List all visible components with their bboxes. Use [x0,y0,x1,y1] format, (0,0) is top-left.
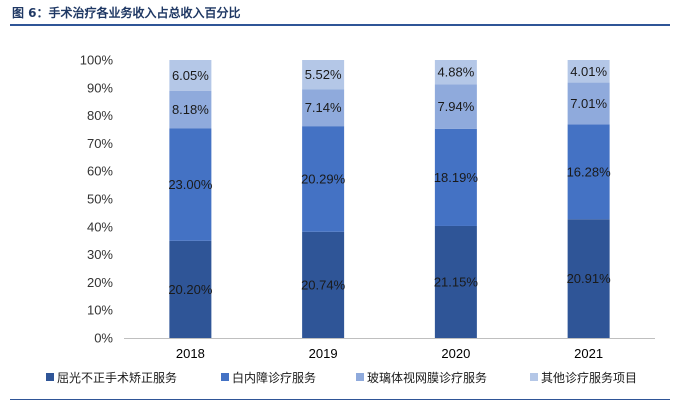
bar-segment-2019-2 [302,126,345,232]
y-tick-label: 20% [87,275,113,290]
legend-swatch [530,373,538,381]
x-tick-label: 2018 [176,346,205,361]
data-label: 7.94% [437,99,474,114]
data-label: 18.19% [434,170,479,185]
legend-label: 其他诊疗服务项目 [541,370,637,385]
legend-label: 玻璃体视网膜诊疗服务 [367,370,487,385]
bar-segment-2018-3 [169,90,212,129]
y-tick-label: 0% [94,331,113,346]
chart-title: 图 6：手术治疗各业务收入占总收入百分比 [12,6,241,20]
x-tick-label: 2021 [574,346,603,361]
data-label: 20.20% [168,282,213,297]
bar-segment-2021-3 [567,82,610,125]
y-tick-label: 40% [87,219,113,234]
data-label: 7.14% [305,100,342,115]
data-label: 20.29% [301,171,346,186]
bar-segment-2021-2 [567,124,610,220]
bar-segment-2020-3 [434,84,477,129]
bar-segment-2019-3 [302,89,345,127]
data-label: 8.18% [172,102,209,117]
data-label: 6.05% [172,68,209,83]
x-tick-label: 2019 [309,346,338,361]
bar-segment-2020-2 [434,128,477,226]
bar-segment-2019-1 [302,231,345,338]
y-tick-label: 70% [87,136,113,151]
legend-label: 白内障诊疗服务 [232,370,316,385]
y-tick-label: 80% [87,108,113,123]
data-label: 20.74% [301,277,346,292]
data-label: 5.52% [305,67,342,82]
data-label: 4.01% [570,64,607,79]
legend-swatch [356,373,364,381]
data-label: 7.01% [570,96,607,111]
legend-swatch [221,373,229,381]
bottom-rule [10,399,670,400]
y-tick-label: 100% [80,53,114,68]
bar-segment-2021-1 [567,219,610,338]
legend-label: 屈光不正手术矫正服务 [57,370,177,385]
data-label: 16.28% [567,164,612,179]
title-rule [10,24,670,26]
bar-segment-2018-2 [169,128,212,241]
y-tick-label: 10% [87,303,113,318]
bar-segment-2019-4 [302,60,345,90]
data-label: 21.15% [434,274,479,289]
legend-swatch [46,373,54,381]
y-tick-label: 30% [87,247,113,262]
y-tick-label: 50% [87,192,113,207]
bar-segment-2020-1 [434,225,477,338]
x-tick-label: 2020 [441,346,470,361]
data-label: 4.88% [437,65,474,80]
data-label: 20.91% [567,271,612,286]
y-tick-label: 60% [87,164,113,179]
bar-segment-2021-4 [567,60,610,83]
bar-segment-2018-4 [169,60,212,91]
data-label: 23.00% [168,177,213,192]
y-tick-label: 90% [87,80,113,95]
bar-segment-2020-4 [434,60,477,85]
bar-segment-2018-1 [169,240,212,338]
